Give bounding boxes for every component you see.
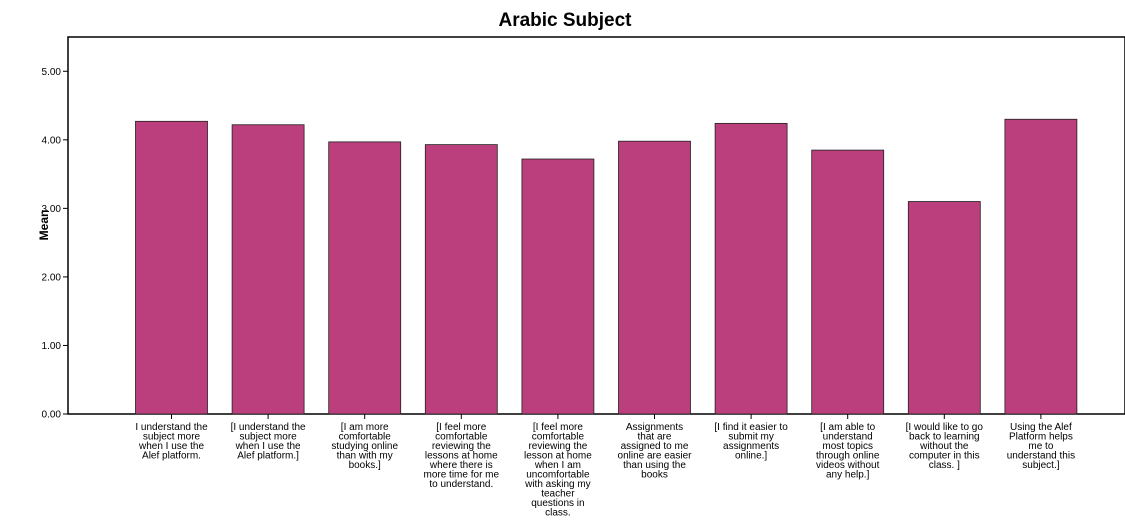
x-tick-label: Assignments that are assigned to me online … [618, 422, 693, 481]
bars [135, 118, 1078, 415]
y-tick-label: 4.00 [42, 135, 62, 146]
bar [907, 201, 981, 415]
y-tick-label: 1.00 [42, 341, 62, 352]
bar [231, 124, 305, 415]
x-axis-labels: I understand the subject more when I use t… [135, 414, 1075, 519]
bar [1004, 118, 1078, 415]
bar [618, 140, 691, 415]
chart-title: Arabic Subject [498, 10, 632, 31]
x-tick-label: [I feel more comfortable reviewing the less… [424, 422, 500, 490]
x-tick-label: [I feel more comfortable reviewing the less… [524, 422, 592, 519]
bar [328, 141, 402, 415]
bar [521, 158, 595, 415]
x-tick-label: Using the Alef Platform helps me to underst… [1007, 422, 1075, 471]
bar [714, 122, 788, 415]
x-tick-label: [I understand the subject more when I use … [231, 422, 306, 462]
x-tick-label: [I find it easier to submit my assignments… [714, 422, 788, 462]
y-tick-label: 0.00 [42, 410, 62, 421]
x-tick-label: I understand the subject more when I use t… [135, 422, 208, 462]
y-tick-label: 2.00 [42, 272, 62, 283]
y-axis-label: Mean [37, 210, 51, 241]
x-tick-label: [I would like to go back to learning witho… [906, 422, 984, 471]
x-tick-label: [I am more comfortable studying online than… [331, 422, 398, 471]
x-tick-label: [I am able to understand most topics throug… [816, 422, 880, 481]
plot-frame [67, 36, 1125, 415]
bar [135, 120, 208, 415]
bar [424, 144, 498, 415]
y-tick-label: 3.00 [42, 204, 62, 215]
y-tick-label: 5.00 [42, 67, 62, 78]
y-axis: 0.00 1.00 2.00 3.00 4.00 5.00 [42, 67, 68, 421]
bar [811, 149, 885, 415]
